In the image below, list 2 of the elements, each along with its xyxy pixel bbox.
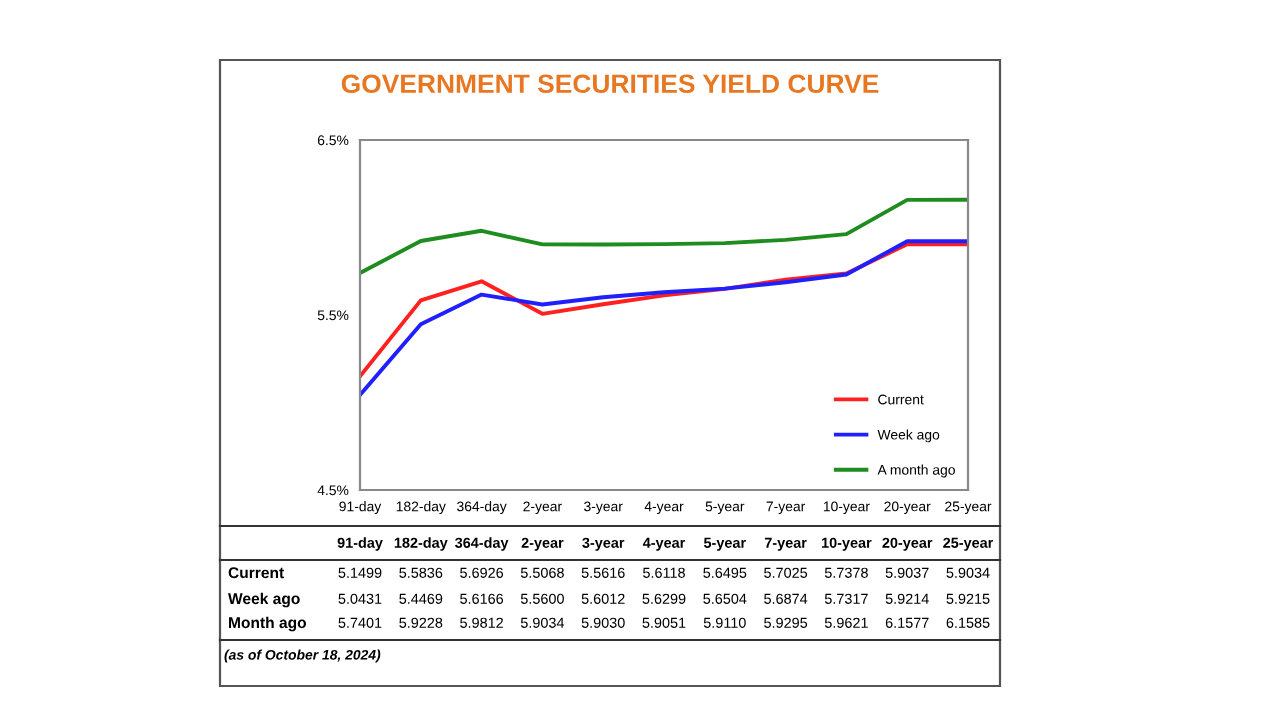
chart-title: GOVERNMENT SECURITIES YIELD CURVE xyxy=(341,74,879,94)
line-series xyxy=(360,197,968,275)
